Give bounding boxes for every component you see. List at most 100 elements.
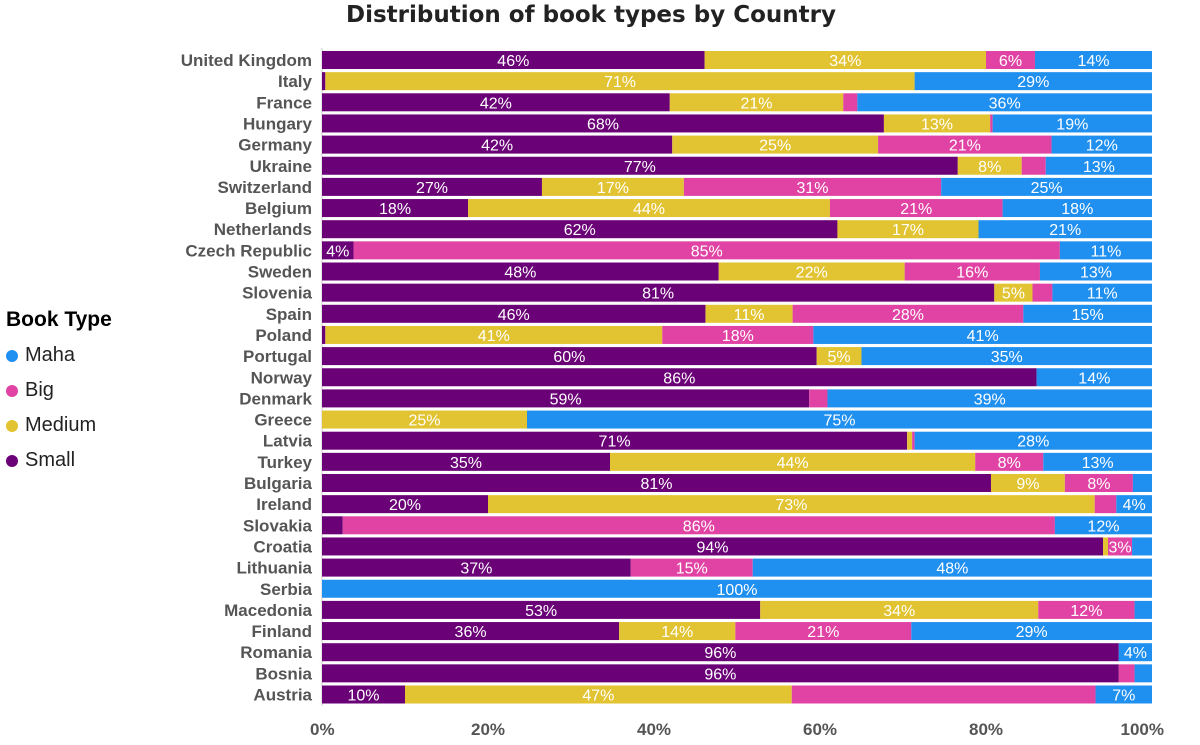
bar-segment-netherlands-medium[interactable] — [837, 220, 979, 239]
bar-segment-united-kingdom-maha[interactable] — [1034, 51, 1152, 69]
bar-segment-bulgaria-small[interactable] — [322, 474, 991, 492]
bar-segment-bulgaria-medium[interactable] — [990, 474, 1065, 492]
bar-segment-portugal-small[interactable] — [322, 347, 817, 366]
bar-segment-poland-medium[interactable] — [325, 325, 663, 344]
bar-segment-austria-maha[interactable] — [1095, 685, 1152, 704]
bar-segment-france-big[interactable] — [843, 93, 858, 112]
bar-segment-poland-small[interactable] — [322, 325, 326, 344]
bar-segment-bulgaria-maha[interactable] — [1132, 474, 1152, 492]
bar-segment-finland-small[interactable] — [322, 622, 620, 641]
bar-segment-finland-big[interactable] — [735, 622, 912, 641]
bar-segment-france-maha[interactable] — [857, 93, 1152, 112]
bar-segment-netherlands-maha[interactable] — [978, 220, 1152, 239]
bar-segment-serbia-maha[interactable] — [322, 579, 1152, 598]
bar-segment-slovakia-small[interactable] — [322, 516, 343, 535]
bar-segment-lithuania-maha[interactable] — [752, 558, 1152, 577]
bar-segment-bosnia-small[interactable] — [322, 664, 1119, 683]
bar-segment-ukraine-big[interactable] — [1021, 156, 1046, 175]
bar-segment-greece-maha[interactable] — [527, 410, 1152, 429]
bar-segment-croatia-medium[interactable] — [1103, 537, 1109, 556]
bar-segment-hungary-big[interactable] — [990, 114, 993, 133]
bar-segment-lithuania-big[interactable] — [630, 558, 753, 577]
bar-segment-portugal-medium[interactable] — [816, 347, 862, 366]
bar-segment-croatia-small[interactable] — [322, 537, 1104, 556]
bar-segment-czech-republic-small[interactable] — [322, 241, 354, 260]
bar-segment-italy-small[interactable] — [322, 72, 326, 91]
bar-segment-norway-small[interactable] — [322, 368, 1037, 387]
bar-segment-denmark-big[interactable] — [809, 389, 828, 408]
bar-segment-netherlands-small[interactable] — [322, 220, 838, 239]
bar-segment-portugal-maha[interactable] — [861, 347, 1153, 366]
bar-segment-switzerland-medium[interactable] — [541, 177, 684, 196]
bar-segment-united-kingdom-big[interactable] — [986, 51, 1035, 69]
bar-segment-france-small[interactable] — [322, 93, 670, 112]
bar-segment-macedonia-maha[interactable] — [1134, 600, 1152, 619]
bar-segment-united-kingdom-small[interactable] — [322, 51, 705, 69]
bar-segment-ireland-medium[interactable] — [488, 495, 1095, 514]
bar-segment-slovenia-small[interactable] — [322, 283, 995, 302]
bar-segment-ukraine-maha[interactable] — [1045, 156, 1152, 175]
bar-segment-bulgaria-big[interactable] — [1064, 474, 1133, 492]
bar-segment-denmark-maha[interactable] — [827, 389, 1152, 408]
bar-segment-latvia-medium[interactable] — [907, 431, 913, 450]
bar-segment-poland-big[interactable] — [662, 325, 814, 344]
bar-segment-greece-medium[interactable] — [322, 410, 528, 429]
bar-segment-czech-republic-big[interactable] — [353, 241, 1060, 260]
bar-segment-spain-big[interactable] — [792, 304, 1024, 323]
bar-segment-finland-maha[interactable] — [911, 622, 1152, 641]
bar-segment-ukraine-medium[interactable] — [957, 156, 1022, 175]
bar-segment-switzerland-big[interactable] — [683, 177, 942, 196]
bar-segment-italy-maha[interactable] — [914, 72, 1152, 91]
bar-segment-hungary-small[interactable] — [322, 114, 884, 133]
bar-segment-united-kingdom-medium[interactable] — [704, 51, 986, 69]
bar-segment-ireland-small[interactable] — [322, 495, 488, 514]
bar-segment-croatia-maha[interactable] — [1132, 537, 1152, 556]
bar-segment-germany-medium[interactable] — [672, 135, 879, 154]
bar-segment-sweden-small[interactable] — [322, 262, 719, 281]
bar-segment-switzerland-small[interactable] — [322, 177, 542, 196]
bar-segment-bosnia-big[interactable] — [1118, 664, 1135, 683]
bar-segment-denmark-small[interactable] — [322, 389, 810, 408]
bar-segment-switzerland-maha[interactable] — [941, 177, 1152, 196]
bar-segment-belgium-maha[interactable] — [1002, 199, 1152, 218]
legend-item-medium[interactable]: Medium — [6, 408, 112, 443]
legend-item-small[interactable]: Small — [6, 443, 112, 478]
bar-segment-norway-maha[interactable] — [1036, 368, 1152, 387]
legend-item-maha[interactable]: Maha — [6, 338, 112, 373]
bar-segment-belgium-small[interactable] — [322, 199, 469, 218]
bar-segment-slovenia-big[interactable] — [1032, 283, 1053, 302]
bar-segment-croatia-big[interactable] — [1108, 537, 1133, 556]
bar-segment-austria-big[interactable] — [791, 685, 1096, 704]
bar-segment-ireland-maha[interactable] — [1116, 495, 1152, 514]
bar-segment-latvia-small[interactable] — [322, 431, 908, 450]
bar-segment-macedonia-big[interactable] — [1038, 600, 1135, 619]
bar-segment-spain-maha[interactable] — [1023, 304, 1152, 323]
bar-segment-sweden-medium[interactable] — [718, 262, 905, 281]
bar-segment-finland-medium[interactable] — [619, 622, 736, 641]
bar-segment-hungary-maha[interactable] — [992, 114, 1152, 133]
bar-segment-latvia-big[interactable] — [912, 431, 915, 450]
bar-segment-germany-big[interactable] — [878, 135, 1052, 154]
bar-segment-czech-republic-maha[interactable] — [1059, 241, 1152, 260]
bar-segment-ireland-big[interactable] — [1094, 495, 1117, 514]
bar-segment-bosnia-maha[interactable] — [1134, 664, 1152, 683]
bar-segment-slovenia-maha[interactable] — [1052, 283, 1152, 302]
bar-segment-belgium-medium[interactable] — [468, 199, 830, 218]
bar-segment-slovenia-medium[interactable] — [994, 283, 1033, 302]
legend-item-big[interactable]: Big — [6, 373, 112, 408]
bar-segment-turkey-medium[interactable] — [610, 452, 976, 471]
bar-segment-slovakia-maha[interactable] — [1054, 516, 1152, 535]
bar-segment-sweden-maha[interactable] — [1039, 262, 1152, 281]
bar-segment-macedonia-small[interactable] — [322, 600, 761, 619]
bar-segment-italy-medium[interactable] — [325, 72, 915, 91]
bar-segment-ukraine-small[interactable] — [322, 156, 958, 175]
bar-segment-turkey-maha[interactable] — [1043, 452, 1152, 471]
bar-segment-france-medium[interactable] — [669, 93, 844, 112]
bar-segment-romania-maha[interactable] — [1118, 643, 1152, 662]
bar-segment-sweden-big[interactable] — [904, 262, 1040, 281]
bar-segment-austria-medium[interactable] — [405, 685, 792, 704]
bar-segment-lithuania-small[interactable] — [322, 558, 631, 577]
bar-segment-romania-small[interactable] — [322, 643, 1119, 662]
bar-segment-austria-small[interactable] — [322, 685, 405, 704]
bar-segment-germany-small[interactable] — [322, 135, 673, 154]
